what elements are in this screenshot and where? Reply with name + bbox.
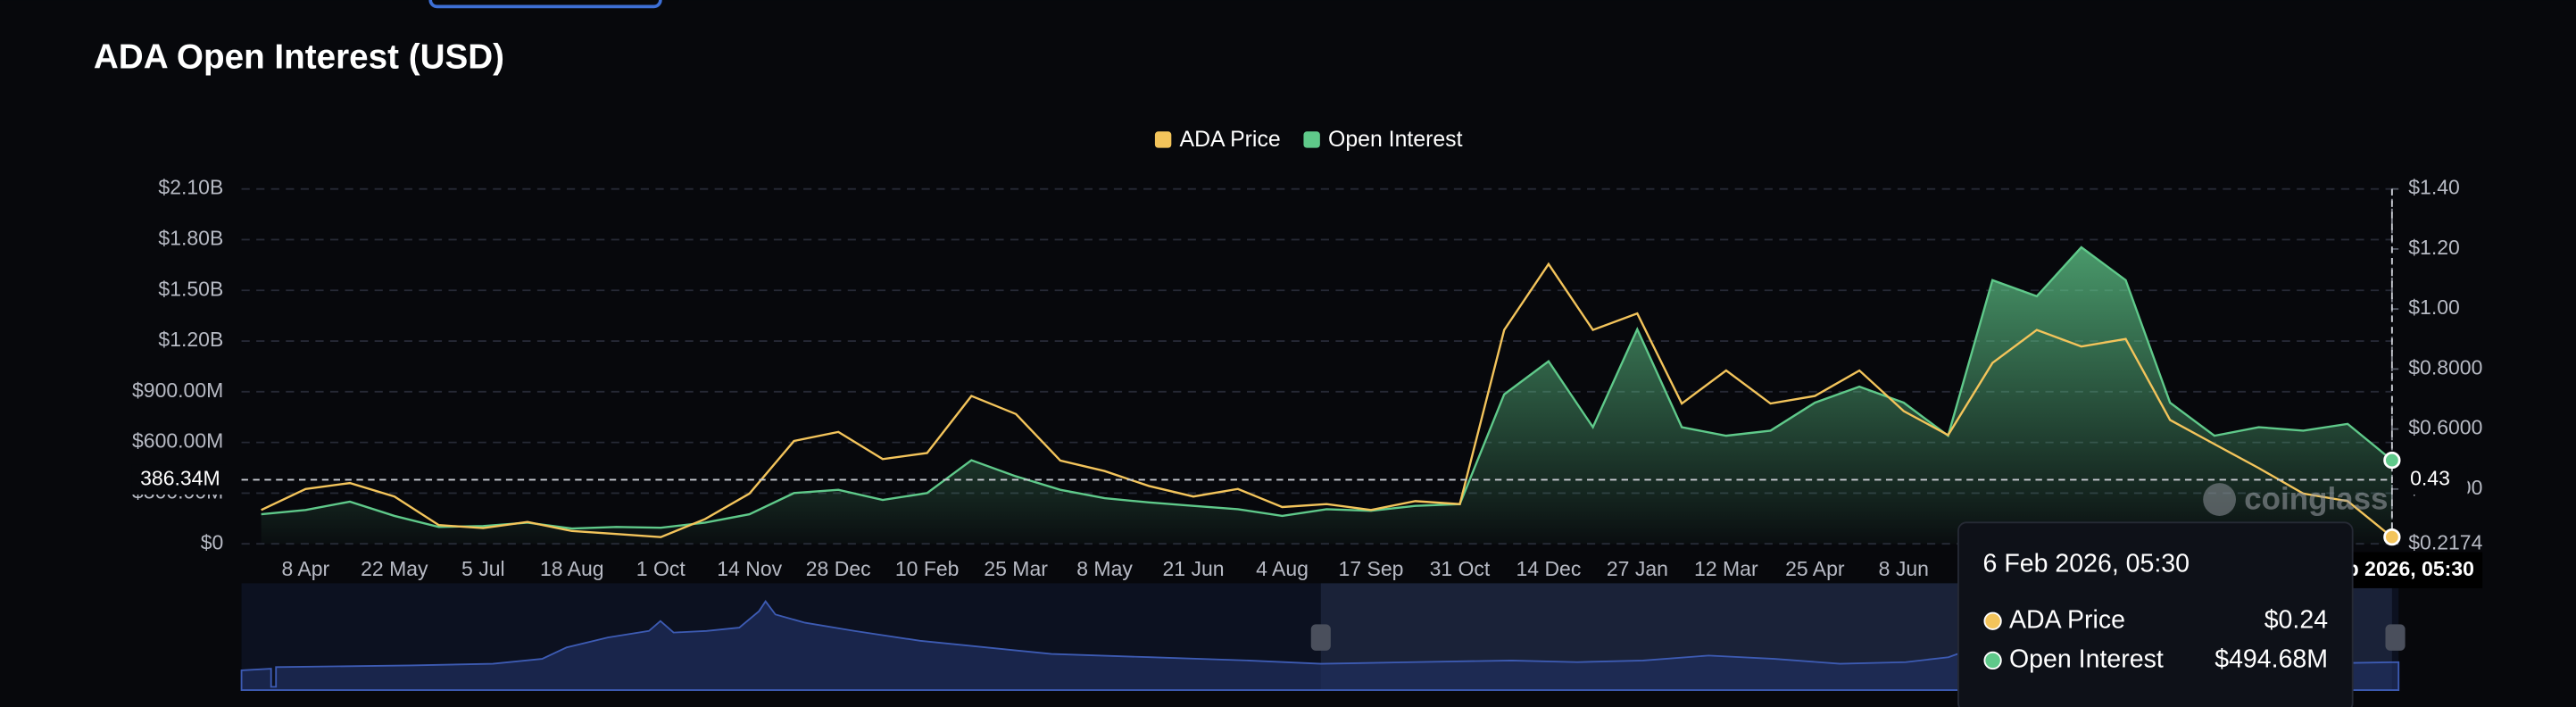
tooltip-dot <box>1983 611 2002 630</box>
legend: ADA Price Open Interest <box>1154 128 1463 152</box>
legend-swatch <box>1154 131 1172 148</box>
x-tick-label: 8 May <box>1076 557 1133 580</box>
crosshair-y2-box <box>2398 464 2468 495</box>
x-tick-label: 17 Sep <box>1339 557 1404 580</box>
navigator-handle[interactable] <box>1310 624 1331 651</box>
tooltip-item-value: $494.68M <box>2215 645 2328 673</box>
watermark-icon <box>2203 483 2237 516</box>
navigator-handle[interactable] <box>2385 624 2406 651</box>
x-tick-label: 4 Aug <box>1256 557 1309 580</box>
y2-tick-label: $0.2174 <box>2408 530 2482 553</box>
watermark-text: coinglass <box>2244 482 2388 517</box>
area-line <box>261 245 2393 530</box>
x-tick-label: 31 Oct <box>1430 557 1491 580</box>
tooltip-item-value: $0.24 <box>2264 605 2328 634</box>
y-tick-label: $1.80B <box>158 227 223 250</box>
y-tick-label: $900.00M <box>132 378 223 402</box>
legend-label: Open Interest <box>1328 128 1463 152</box>
legend-swatch <box>1303 131 1320 148</box>
x-tick-label: 12 Mar <box>1694 557 1758 580</box>
y-tick-label: $1.50B <box>158 277 223 300</box>
tooltip-dot <box>1983 651 2002 670</box>
x-tick-label: 10 Feb <box>895 557 960 580</box>
y-tick-label: $2.10B <box>158 176 223 199</box>
y2-tick-label: $1.20 <box>2408 236 2460 259</box>
point-marker <box>2383 451 2401 470</box>
x-tick-label: 5 Jul <box>461 557 505 580</box>
x-tick-label: 28 Dec <box>806 557 871 580</box>
watermark: coinglass <box>2203 482 2389 517</box>
x-tick-label: 1 Oct <box>636 557 686 580</box>
y2-tick-label: $1.00 <box>2408 295 2460 319</box>
x-tick-label: 14 Nov <box>717 557 782 580</box>
tab-button[interactable] <box>428 0 662 9</box>
x-tick-label: 21 Jun <box>1163 557 1225 580</box>
legend-label: ADA Price <box>1180 128 1281 152</box>
x-tick-label: 8 Jun <box>1879 557 1929 580</box>
crosshair-y2-label: 0.43 <box>2410 467 2450 490</box>
tooltip: 6 Feb 2026, 05:30 ADA Price $0.24 Open I… <box>1957 521 2354 707</box>
x-tick-label: 22 May <box>361 557 428 580</box>
tooltip-title: 6 Feb 2026, 05:30 <box>1983 550 2190 578</box>
x-tick-label: 14 Dec <box>1516 557 1581 580</box>
y2-tick-label: $0.6000 <box>2408 416 2482 439</box>
x-tick-label: 25 Apr <box>1785 557 1845 580</box>
crosshair-y-box <box>131 464 227 495</box>
x-tick-label: 18 Aug <box>540 557 604 580</box>
x-tick-label: 27 Jan <box>1607 557 1668 580</box>
chart-title: ADA Open Interest (USD) <box>94 37 504 76</box>
area <box>261 247 2392 545</box>
y-tick-label: $0 <box>201 530 224 553</box>
x-tick-label: 25 Mar <box>984 557 1048 580</box>
y2-tick-label: $1.40 <box>2408 176 2460 199</box>
crosshair-y-label: 386.34M <box>140 467 220 490</box>
y-tick-label: $1.20B <box>158 328 223 351</box>
line <box>261 262 2393 538</box>
tooltip-item-name: ADA Price <box>2009 605 2125 634</box>
x-tick-label: 8 Apr <box>282 557 330 580</box>
grid: $0$300.00M$600.00M$900.00M$1.20B$1.50B$1… <box>132 176 2483 580</box>
y2-tick-label: $0.8000 <box>2408 355 2482 378</box>
plot <box>261 245 2393 545</box>
tooltip-item-name: Open Interest <box>2009 645 2164 673</box>
point-marker <box>2383 528 2401 546</box>
tooltip-box <box>1957 521 2354 707</box>
y-tick-label: $600.00M <box>132 429 223 453</box>
